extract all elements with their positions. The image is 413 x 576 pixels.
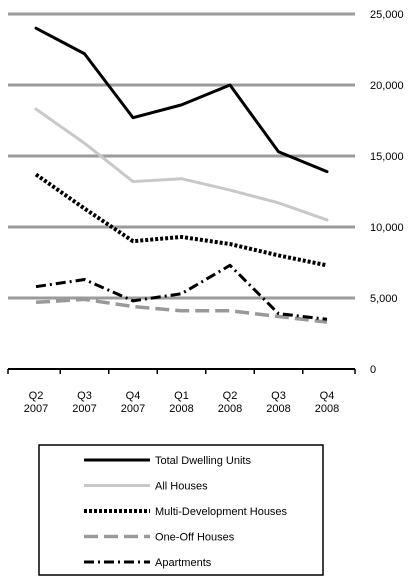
y-tick-label: 5,000: [370, 293, 398, 305]
legend-label: Apartments: [155, 557, 212, 569]
series-line-total-dwelling-units: [34, 26, 329, 174]
legend-label: All Houses: [155, 481, 208, 493]
x-tick-label: Q2: [29, 390, 44, 402]
x-tick-label: 2007: [24, 403, 48, 415]
x-tick-label: 2008: [315, 403, 339, 415]
x-tick-label: Q3: [271, 390, 286, 402]
x-tick-label: Q4: [126, 390, 141, 402]
x-tick-labels: Q22007Q32007Q42007Q12008Q22008Q32008Q420…: [24, 390, 339, 415]
y-tick-labels: 0 5,000 10,000 15,000 20,000 25,000: [370, 9, 404, 376]
x-tick-label: 2008: [218, 403, 242, 415]
y-tick-label: 15,000: [370, 151, 404, 163]
x-tick-label: 2008: [266, 403, 290, 415]
x-tick-label: Q2: [223, 390, 238, 402]
x-tick-label: 2007: [72, 403, 96, 415]
x-tick-marks: [7, 369, 356, 374]
x-tick-label: 2007: [121, 403, 145, 415]
x-tick-label: Q4: [320, 390, 335, 402]
series-line-multi-development-houses: [34, 172, 328, 268]
legend-label: Multi-Development Houses: [155, 506, 288, 518]
x-tick-label: Q3: [77, 390, 92, 402]
x-tick-label: 2008: [169, 403, 193, 415]
y-tick-label: 0: [370, 364, 376, 376]
legend-label: Total Dwelling Units: [155, 455, 251, 467]
legend: Total Dwelling Units All Houses Multi-Deve…: [38, 444, 324, 576]
gridlines: [8, 12, 355, 300]
series-lines: [34, 26, 329, 324]
x-tick-label: Q1: [174, 390, 189, 402]
y-tick-label: 25,000: [370, 9, 404, 21]
legend-label: One-Off Houses: [155, 532, 235, 544]
y-tick-label: 10,000: [370, 222, 404, 234]
y-tick-label: 20,000: [370, 80, 404, 92]
